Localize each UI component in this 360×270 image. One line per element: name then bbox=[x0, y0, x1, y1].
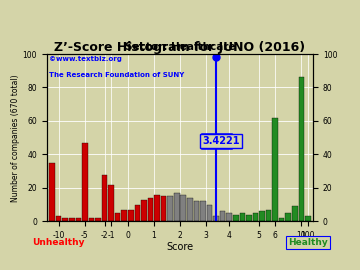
Text: Healthy: Healthy bbox=[288, 238, 328, 247]
Bar bbox=[121, 210, 127, 221]
Bar bbox=[82, 143, 87, 221]
Bar bbox=[89, 218, 94, 221]
Bar bbox=[49, 163, 55, 221]
Bar bbox=[128, 210, 134, 221]
Bar bbox=[180, 195, 186, 221]
Bar bbox=[292, 206, 298, 221]
Title: Z’-Score Histogram for JUNO (2016): Z’-Score Histogram for JUNO (2016) bbox=[54, 41, 306, 54]
X-axis label: Score: Score bbox=[166, 241, 194, 252]
Bar bbox=[102, 174, 107, 221]
Bar bbox=[95, 218, 101, 221]
Text: The Research Foundation of SUNY: The Research Foundation of SUNY bbox=[49, 72, 185, 78]
Bar bbox=[148, 198, 153, 221]
Bar bbox=[226, 213, 232, 221]
Bar bbox=[200, 201, 206, 221]
Text: Unhealthy: Unhealthy bbox=[32, 238, 85, 247]
Bar bbox=[239, 213, 245, 221]
Bar bbox=[213, 216, 219, 221]
Bar bbox=[167, 196, 173, 221]
Bar bbox=[207, 205, 212, 221]
Bar bbox=[154, 195, 160, 221]
Text: Sector: Healthcare: Sector: Healthcare bbox=[125, 42, 235, 52]
Bar bbox=[135, 205, 140, 221]
Bar bbox=[298, 77, 304, 221]
Bar bbox=[161, 196, 166, 221]
Bar bbox=[266, 210, 271, 221]
Bar bbox=[246, 215, 252, 221]
Bar bbox=[233, 215, 239, 221]
Bar bbox=[259, 211, 265, 221]
Bar bbox=[253, 213, 258, 221]
Bar bbox=[69, 218, 75, 221]
Text: 3.4221: 3.4221 bbox=[202, 136, 240, 146]
Bar bbox=[174, 193, 180, 221]
Bar bbox=[115, 213, 121, 221]
Bar bbox=[285, 213, 291, 221]
Bar bbox=[76, 218, 81, 221]
Bar bbox=[273, 118, 278, 221]
Bar bbox=[141, 200, 147, 221]
Bar bbox=[279, 218, 284, 221]
Bar bbox=[62, 218, 68, 221]
Bar bbox=[56, 216, 62, 221]
Text: ©www.textbiz.org: ©www.textbiz.org bbox=[49, 56, 122, 62]
Bar bbox=[305, 216, 311, 221]
Y-axis label: Number of companies (670 total): Number of companies (670 total) bbox=[11, 74, 20, 201]
Bar bbox=[194, 201, 199, 221]
Bar bbox=[187, 198, 193, 221]
Bar bbox=[220, 211, 225, 221]
Bar bbox=[108, 185, 114, 221]
